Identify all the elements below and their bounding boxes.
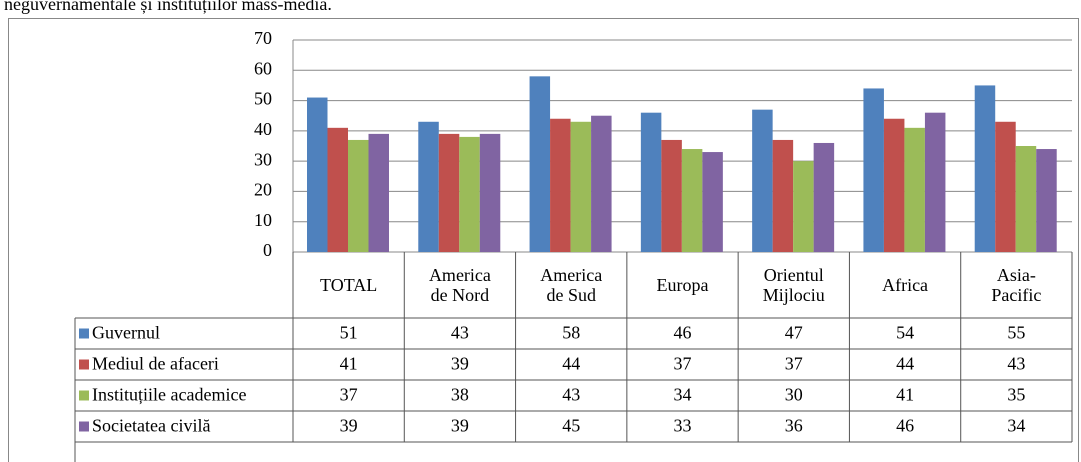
bar xyxy=(924,112,946,252)
table-value: 34 xyxy=(674,385,692,405)
legend-label: Societatea civilă xyxy=(92,416,210,436)
table-value: 43 xyxy=(1007,354,1025,374)
table-value: 47 xyxy=(785,323,803,343)
bar xyxy=(974,85,996,252)
bar xyxy=(661,139,682,252)
bar xyxy=(640,112,662,252)
bar xyxy=(479,133,501,252)
bar xyxy=(702,152,723,252)
legend-label: Mediul de afaceri xyxy=(92,354,219,374)
category-label: TOTAL xyxy=(320,275,378,295)
chart-title: neguvernamentale și instituțiilor mass-m… xyxy=(4,0,332,14)
bar xyxy=(529,76,551,252)
bar xyxy=(368,133,389,252)
table-value: 55 xyxy=(1007,323,1025,343)
legend-swatch xyxy=(79,359,89,370)
y-tick-label: 20 xyxy=(254,180,272,200)
bar xyxy=(813,142,835,252)
table-value: 37 xyxy=(340,385,358,405)
table-value: 43 xyxy=(562,385,580,405)
legend-label: Instituțiile academice xyxy=(92,385,246,405)
table-value: 43 xyxy=(451,323,469,343)
table-value: 54 xyxy=(896,323,914,343)
table-value: 33 xyxy=(674,416,692,436)
table-value: 35 xyxy=(1007,385,1025,405)
table-value: 44 xyxy=(562,354,580,374)
bar xyxy=(591,115,612,252)
table-value: 44 xyxy=(896,354,914,374)
table-value: 37 xyxy=(785,354,803,374)
category-label: Europa xyxy=(656,275,709,295)
category-label: Asia-Pacific xyxy=(991,265,1042,305)
table-value: 36 xyxy=(785,416,803,436)
bar xyxy=(1036,149,1057,252)
y-tick-label: 10 xyxy=(254,210,272,230)
bar xyxy=(307,97,328,253)
legend-swatch xyxy=(79,421,89,432)
y-tick-label: 0 xyxy=(263,240,272,260)
table-value: 41 xyxy=(340,354,358,374)
y-tick-label: 60 xyxy=(254,58,272,78)
bar xyxy=(550,118,571,252)
table-value: 39 xyxy=(451,354,469,374)
bar xyxy=(348,139,369,252)
category-label: Orientul Mijlociu xyxy=(762,265,825,305)
bar xyxy=(1015,146,1037,252)
bar xyxy=(752,109,773,253)
bar xyxy=(904,127,925,252)
table-value: 51 xyxy=(340,323,358,343)
bar xyxy=(772,139,794,252)
legend-swatch xyxy=(79,328,89,339)
bar xyxy=(418,121,439,253)
bar xyxy=(327,127,348,252)
category-label: Africa xyxy=(882,275,929,295)
table-value: 34 xyxy=(1007,416,1025,436)
bar xyxy=(883,118,905,252)
table-value: 38 xyxy=(451,385,469,405)
category-label: America de Sud xyxy=(540,265,603,305)
y-tick-label: 30 xyxy=(254,149,272,169)
table-value: 37 xyxy=(674,354,692,374)
category-label: America de Nord xyxy=(428,265,491,305)
bar xyxy=(995,121,1016,253)
y-tick-label: 50 xyxy=(254,89,272,109)
bar xyxy=(459,136,480,252)
y-tick-label: 40 xyxy=(254,119,272,139)
legend-label: Guvernul xyxy=(92,323,160,343)
bar xyxy=(793,161,814,252)
table-value: 39 xyxy=(451,416,469,436)
legend-swatch xyxy=(79,390,89,401)
table-value: 39 xyxy=(340,416,358,436)
table-value: 58 xyxy=(562,323,580,343)
bar xyxy=(570,121,592,253)
table-value: 41 xyxy=(896,385,914,405)
table-value: 30 xyxy=(785,385,803,405)
table-value: 45 xyxy=(562,416,580,436)
bar xyxy=(863,88,884,252)
bar xyxy=(438,133,460,252)
table-value: 46 xyxy=(896,416,914,436)
bar xyxy=(681,149,703,252)
chart-frame xyxy=(8,18,1079,462)
table-value: 46 xyxy=(674,323,692,343)
y-tick-label: 70 xyxy=(254,28,272,48)
